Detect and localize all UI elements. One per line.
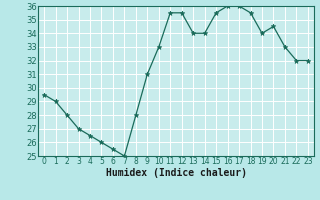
X-axis label: Humidex (Indice chaleur): Humidex (Indice chaleur) — [106, 168, 246, 178]
